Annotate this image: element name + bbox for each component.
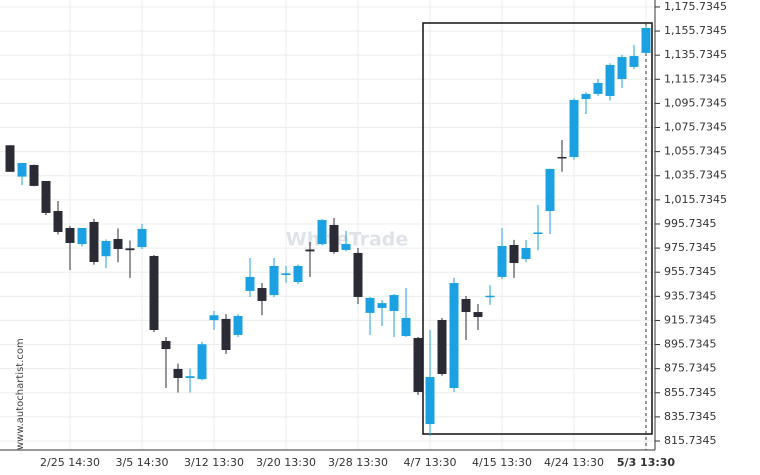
grid-layer (0, 0, 655, 450)
candle-body (521, 248, 531, 259)
candle-body (533, 232, 543, 235)
y-tick-label: 1,175.7345 (664, 0, 727, 13)
candle-body (137, 228, 147, 248)
source-label: www.autochartist.com (15, 338, 26, 450)
candle-body (389, 295, 399, 311)
candle-body (341, 244, 351, 250)
y-tick-label: 895.7345 (664, 338, 717, 351)
y-tick-label: 1,075.7345 (664, 121, 727, 134)
y-tick-label: 815.7345 (664, 434, 717, 447)
candle-body (65, 227, 75, 243)
candle-body (485, 295, 495, 298)
y-tick-label: 1,095.7345 (664, 96, 727, 109)
candle-body (461, 299, 471, 313)
candle-body (473, 312, 483, 317)
candle-body (197, 344, 207, 380)
candle-body (257, 288, 267, 301)
candle-body (77, 227, 87, 245)
y-tick-label: 1,135.7345 (664, 48, 727, 61)
x-tick-label: 3/12 13:30 (184, 456, 244, 469)
candle-body (497, 245, 507, 277)
y-tick-label: 915.7345 (664, 313, 717, 326)
candle-body (89, 221, 99, 262)
candle-body (305, 249, 315, 252)
y-tick-label: 1,155.7345 (664, 24, 727, 37)
candle-body (281, 273, 291, 276)
pattern-box (422, 22, 653, 435)
candle-body (413, 337, 423, 392)
x-tick-label: 2/25 14:30 (40, 456, 100, 469)
y-tick-label: 935.7345 (664, 289, 717, 302)
candle-body (545, 168, 555, 211)
x-tick-label: 3/20 13:30 (256, 456, 316, 469)
y-tick-label: 955.7345 (664, 265, 717, 278)
candle-body (125, 248, 135, 251)
y-tick-label: 1,055.7345 (664, 145, 727, 158)
y-tick-label: 835.7345 (664, 410, 717, 423)
candle-body (41, 180, 51, 213)
candle-body (113, 238, 123, 249)
candle-body (29, 164, 39, 186)
candle-body (401, 317, 411, 337)
watermark: WhiteTrade (286, 229, 409, 251)
y-tick-label: 855.7345 (664, 386, 717, 399)
candle-body (641, 27, 651, 53)
x-tick-label: 5/3 13:30 (617, 456, 676, 469)
candle-body (233, 316, 243, 335)
y-tick-label: 1,035.7345 (664, 169, 727, 182)
candle-body (365, 297, 375, 313)
y-tick-label: 995.7345 (664, 217, 717, 230)
candle-body (101, 241, 111, 257)
candle-body (17, 163, 27, 177)
y-tick-label: 1,115.7345 (664, 72, 727, 85)
candle-body (593, 82, 603, 94)
candle-body (317, 220, 327, 245)
candle-body (245, 276, 255, 291)
candle-body (269, 265, 279, 296)
candle-body (161, 340, 171, 350)
candle-body (377, 303, 387, 308)
y-tick-label: 1,015.7345 (664, 193, 727, 206)
candle-body (581, 93, 591, 99)
candle-body (605, 64, 615, 96)
y-tick-label: 975.7345 (664, 241, 717, 254)
candle-body (569, 99, 579, 157)
candle-body (221, 318, 231, 351)
x-tick-label: 4/15 13:30 (472, 456, 532, 469)
x-tick-label: 3/28 13:30 (328, 456, 388, 469)
x-tick-label: 4/24 13:30 (544, 456, 604, 469)
candle-body (425, 377, 435, 425)
candle-body (173, 368, 183, 378)
x-tick-label: 4/7 13:30 (404, 456, 457, 469)
y-tick-label: 875.7345 (664, 362, 717, 375)
candle-body (209, 315, 219, 321)
candle-body (449, 282, 459, 388)
candle-body (5, 145, 15, 172)
candle-body (293, 265, 303, 283)
candle-body (617, 57, 627, 79)
x-tick-label: 3/5 14:30 (116, 456, 169, 469)
candle-body (509, 244, 519, 263)
candle-body (557, 156, 567, 159)
candle-body (629, 56, 639, 67)
candle-body (185, 376, 195, 378)
candle-body (437, 319, 447, 375)
candle-body (329, 224, 339, 252)
candle-body (53, 210, 63, 232)
candle-body (353, 252, 363, 297)
candle-body (149, 255, 159, 330)
